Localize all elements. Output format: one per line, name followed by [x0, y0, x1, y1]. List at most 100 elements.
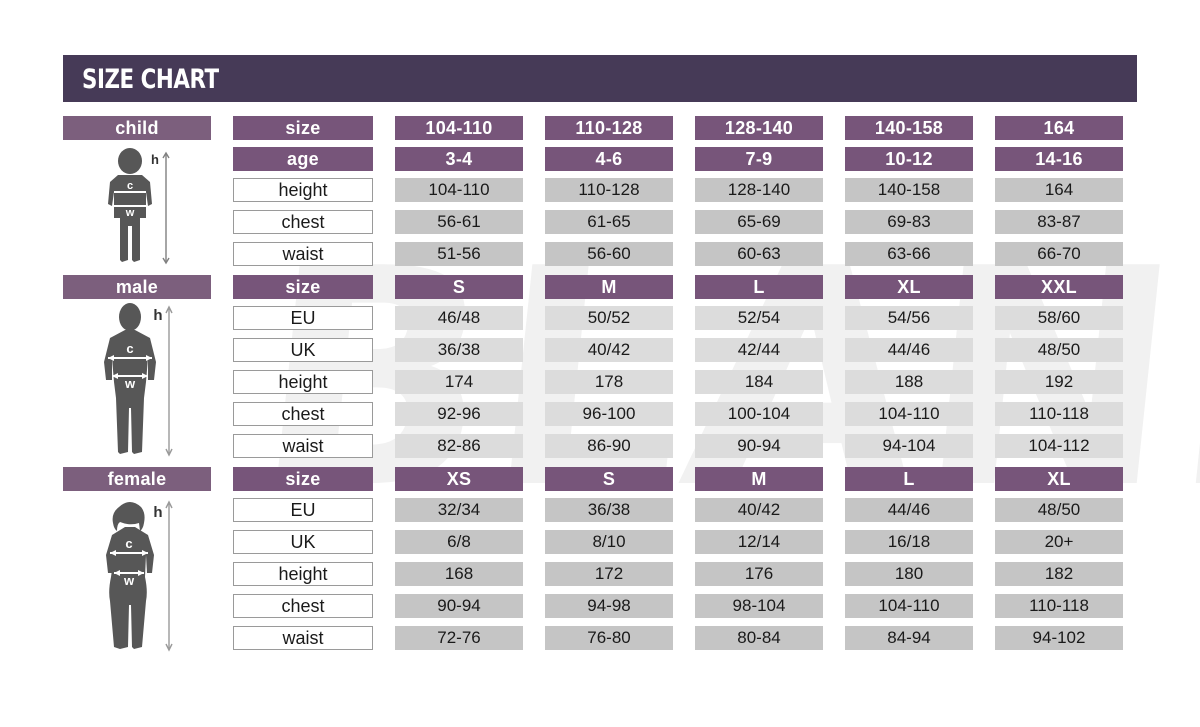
data-row-male-waist: waist 82-86 86-90 90-94 94-104 104-112 — [63, 434, 1137, 458]
column-header-female-5: XL — [995, 467, 1123, 491]
cell-male-waist-5: 104-112 — [995, 434, 1123, 458]
cell-male-height-2: 178 — [545, 370, 673, 394]
cell-female-chest-3: 98-104 — [695, 594, 823, 618]
page-title: SIZE CHART — [82, 64, 219, 95]
cell-male-UK-5: 48/50 — [995, 338, 1123, 362]
data-row-male-height: height 174 178 184 188 192 — [63, 370, 1137, 394]
cell-female-waist-4: 84-94 — [845, 626, 973, 650]
column-header-child-4: 10-12 — [845, 147, 973, 171]
cell-child-waist-5: 66-70 — [995, 242, 1123, 266]
cell-female-height-1: 168 — [395, 562, 523, 586]
cell-male-chest-3: 100-104 — [695, 402, 823, 426]
row-gap — [63, 394, 1137, 402]
row-label-female-UK: UK — [233, 530, 373, 554]
cell-child-chest-1: 56-61 — [395, 210, 523, 234]
cell-male-chest-5: 110-118 — [995, 402, 1123, 426]
cell-child-height-3: 128-140 — [695, 178, 823, 202]
cell-child-chest-4: 69-83 — [845, 210, 973, 234]
cell-female-EU-1: 32/34 — [395, 498, 523, 522]
column-header-female-4: L — [845, 467, 973, 491]
cell-male-UK-4: 44/46 — [845, 338, 973, 362]
data-row-male-chest: chest 92-96 96-100 100-104 104-110 110-118 — [63, 402, 1137, 426]
cell-child-height-4: 140-158 — [845, 178, 973, 202]
header-row-male-size: male size S M L XL XXL — [63, 275, 1137, 299]
category-header-child: child — [63, 116, 211, 140]
cell-male-EU-2: 50/52 — [545, 306, 673, 330]
cell-male-height-3: 184 — [695, 370, 823, 394]
row-label-female-height: height — [233, 562, 373, 586]
svg-text:w: w — [123, 573, 135, 588]
cell-male-waist-4: 94-104 — [845, 434, 973, 458]
cell-child-height-1: 104-110 — [395, 178, 523, 202]
cell-female-waist-2: 76-80 — [545, 626, 673, 650]
cell-female-UK-2: 8/10 — [545, 530, 673, 554]
svg-text:h: h — [153, 504, 162, 521]
cell-female-EU-3: 40/42 — [695, 498, 823, 522]
data-row-male-EU: EU 46/48 50/52 52/54 54/56 58/60 — [63, 306, 1137, 330]
row-header-child-size: size — [233, 116, 373, 140]
cell-male-height-1: 174 — [395, 370, 523, 394]
title-bar: SIZE CHART — [63, 55, 1137, 102]
row-label-child-waist: waist — [233, 242, 373, 266]
row-label-male-chest: chest — [233, 402, 373, 426]
svg-text:c: c — [127, 180, 133, 192]
cell-female-UK-3: 12/14 — [695, 530, 823, 554]
male-figure-container: c w h — [63, 302, 211, 460]
cell-female-UK-5: 20+ — [995, 530, 1123, 554]
svg-text:h: h — [153, 307, 162, 324]
cell-male-UK-2: 40/42 — [545, 338, 673, 362]
svg-text:w: w — [125, 207, 135, 219]
column-header-child-3: 128-140 — [695, 116, 823, 140]
column-header-child-2: 4-6 — [545, 147, 673, 171]
cell-child-chest-3: 65-69 — [695, 210, 823, 234]
svg-text:c: c — [125, 536, 132, 551]
cell-female-height-4: 180 — [845, 562, 973, 586]
row-label-male-EU: EU — [233, 306, 373, 330]
row-gap — [63, 140, 1137, 147]
column-header-child-4: 140-158 — [845, 116, 973, 140]
row-header-female-size: size — [233, 467, 373, 491]
cell-child-height-5: 164 — [995, 178, 1123, 202]
row-gap — [63, 586, 1137, 594]
cell-female-height-5: 182 — [995, 562, 1123, 586]
female-figure-container: c w h — [63, 497, 211, 655]
cell-female-chest-1: 90-94 — [395, 594, 523, 618]
data-row-female-height: height 168 172 176 180 182 — [63, 562, 1137, 586]
cell-child-chest-5: 83-87 — [995, 210, 1123, 234]
data-row-child-chest: chest 56-61 61-65 65-69 69-83 83-87 — [63, 210, 1137, 234]
cell-female-waist-3: 80-84 — [695, 626, 823, 650]
column-header-child-5: 14-16 — [995, 147, 1123, 171]
row-gap — [63, 234, 1137, 242]
row-label-male-waist: waist — [233, 434, 373, 458]
row-gap — [63, 554, 1137, 562]
cell-child-waist-2: 56-60 — [545, 242, 673, 266]
column-header-female-3: M — [695, 467, 823, 491]
svg-text:w: w — [124, 376, 136, 391]
column-header-child-5: 164 — [995, 116, 1123, 140]
cell-female-waist-1: 72-76 — [395, 626, 523, 650]
column-header-child-3: 7-9 — [695, 147, 823, 171]
cell-male-waist-2: 86-90 — [545, 434, 673, 458]
row-gap — [63, 362, 1137, 370]
header-row-child-age: age 3-4 4-6 7-9 10-12 14-16 — [63, 147, 1137, 171]
row-gap — [63, 522, 1137, 530]
cell-child-waist-4: 63-66 — [845, 242, 973, 266]
cell-male-EU-5: 58/60 — [995, 306, 1123, 330]
cell-female-EU-4: 44/46 — [845, 498, 973, 522]
svg-text:c: c — [126, 341, 133, 356]
cell-female-EU-2: 36/38 — [545, 498, 673, 522]
row-gap — [63, 330, 1137, 338]
column-header-female-2: S — [545, 467, 673, 491]
cell-female-height-2: 172 — [545, 562, 673, 586]
cell-male-UK-3: 42/44 — [695, 338, 823, 362]
row-gap — [63, 458, 1137, 467]
data-row-female-chest: chest 90-94 94-98 98-104 104-110 110-118 — [63, 594, 1137, 618]
column-header-male-5: XXL — [995, 275, 1123, 299]
cell-female-waist-5: 94-102 — [995, 626, 1123, 650]
data-row-female-EU: EU 32/34 36/38 40/42 44/46 48/50 — [63, 498, 1137, 522]
data-row-child-height: height 104-110 110-128 128-140 140-158 164 — [63, 178, 1137, 202]
cell-male-EU-1: 46/48 — [395, 306, 523, 330]
header-row-female-size: female size XS S M L XL — [63, 467, 1137, 491]
cell-male-waist-1: 82-86 — [395, 434, 523, 458]
row-label-female-EU: EU — [233, 498, 373, 522]
